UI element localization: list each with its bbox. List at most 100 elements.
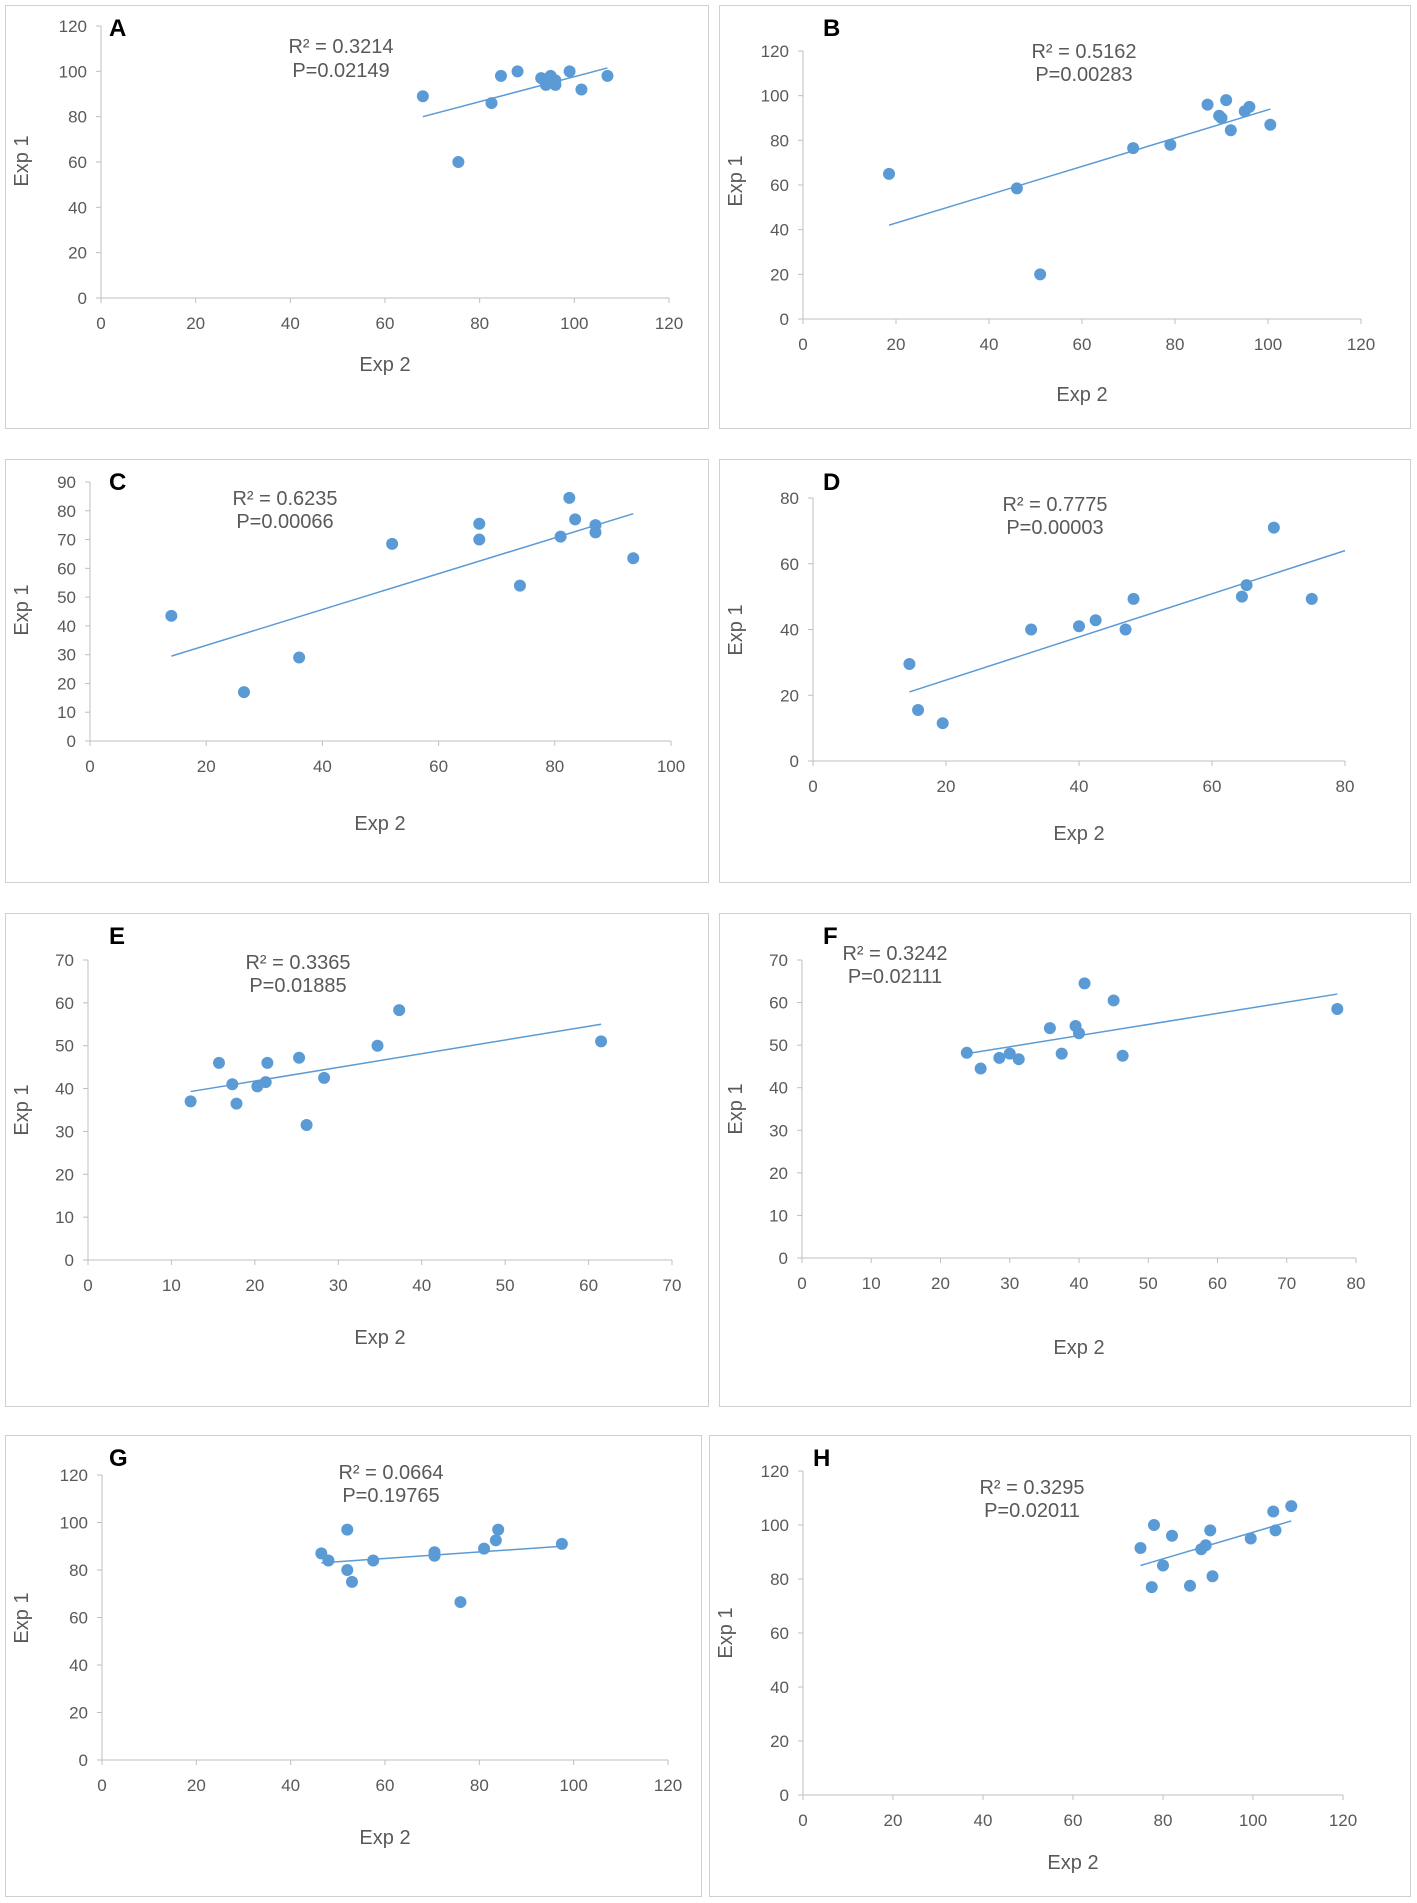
x-tick-label: 20: [197, 757, 216, 776]
data-point: [259, 1076, 272, 1089]
x-tick-label: 20: [186, 314, 205, 333]
x-tick-label: 0: [96, 314, 105, 333]
scatter-chart-a: 0 20 40 60 80 100 120 0 20 40 60 80 100 120 Exp 2 Exp 1…: [11, 15, 683, 376]
x-tick-label: 70: [663, 1276, 682, 1295]
data-point: [1078, 977, 1091, 990]
y-tick-label: 80: [57, 502, 76, 521]
x-tick-label: 100: [1254, 335, 1282, 354]
y-tick-label: 20: [55, 1165, 74, 1184]
p-value-label: P=0.02149: [292, 60, 389, 82]
y-tick-label: 40: [55, 1080, 74, 1099]
y-tick-label: 40: [69, 1656, 88, 1675]
data-point: [554, 530, 567, 543]
y-tick-label: 120: [761, 1462, 789, 1481]
data-point: [601, 69, 614, 82]
y-tick-label: 120: [761, 42, 789, 61]
data-point: [428, 1546, 441, 1559]
y-tick-label: 30: [55, 1122, 74, 1141]
y-tick-label: 80: [780, 489, 799, 508]
data-point: [1184, 1579, 1196, 1592]
x-tick-label: 60: [1064, 1811, 1083, 1830]
x-tick-label: 80: [1166, 335, 1185, 354]
panel-label-c: C: [109, 469, 126, 496]
panel-label-e: E: [109, 923, 125, 950]
y-tick-label: 60: [69, 1609, 88, 1628]
trendline: [190, 1023, 602, 1093]
x-tick-label: 0: [798, 335, 807, 354]
y-tick-label: 60: [68, 153, 87, 172]
x-tick-label: 80: [470, 314, 489, 333]
x-tick-label: 40: [313, 757, 332, 776]
data-point: [1201, 98, 1214, 111]
x-tick-label: 20: [884, 1811, 903, 1830]
x-tick-label: 100: [657, 757, 685, 776]
y-tick-label: 0: [780, 310, 789, 329]
data-point: [1267, 1505, 1280, 1518]
data-point: [485, 97, 498, 110]
data-point: [589, 526, 602, 539]
data-point: [1116, 1049, 1129, 1062]
p-value-label: P=0.02011: [984, 1500, 1080, 1522]
y-tick-label: 20: [68, 244, 87, 263]
data-point: [539, 78, 552, 91]
x-tick-label: 0: [83, 1276, 92, 1295]
y-tick-label: 60: [769, 994, 788, 1013]
data-point: [595, 1035, 608, 1048]
x-tick-label: 20: [245, 1276, 264, 1295]
panel-f: 0 10 20 30 40 50 60 70 80 0 10 20 30 40 50 60 70 Exp 2 Exp…: [719, 913, 1411, 1407]
y-axis-title: Exp 1: [11, 1592, 33, 1643]
data-point: [1145, 1581, 1158, 1594]
data-point: [1220, 94, 1233, 107]
data-point: [452, 156, 465, 168]
x-tick-label: 120: [1329, 1811, 1357, 1830]
data-point: [555, 1537, 568, 1550]
x-tick-label: 0: [85, 757, 94, 776]
x-tick-label: 40: [412, 1276, 431, 1295]
x-axis-title: Exp 2: [1056, 384, 1107, 406]
y-tick-label: 80: [68, 108, 87, 127]
y-tick-label: 70: [769, 951, 788, 970]
x-axis-title: Exp 2: [1053, 823, 1104, 845]
data-point: [1134, 1541, 1147, 1554]
x-axis-title: Exp 2: [1053, 1337, 1104, 1359]
data-point: [993, 1051, 1006, 1064]
data-point: [936, 717, 949, 730]
scatter-chart-g: 0 20 40 60 80 100 120 0 20 40 60 80 100 120 Exp 2 Exp 1…: [11, 1445, 682, 1849]
y-tick-label: 40: [780, 621, 799, 640]
y-tick-label: 0: [79, 1751, 88, 1770]
data-point: [569, 513, 582, 526]
y-tick-label: 0: [67, 732, 76, 751]
data-point: [1224, 124, 1237, 137]
data-point: [293, 1051, 306, 1064]
data-point: [903, 658, 916, 671]
y-tick-label: 50: [57, 588, 76, 607]
data-point: [212, 1056, 225, 1069]
x-tick-label: 100: [1239, 1811, 1267, 1830]
y-tick-label: 20: [69, 1704, 88, 1723]
x-tick-label: 50: [1139, 1274, 1158, 1293]
r-squared-label: R² = 0.0664: [338, 1462, 443, 1484]
y-axis-title: Exp 1: [725, 1083, 747, 1134]
y-tick-label: 10: [57, 703, 76, 722]
data-point: [341, 1523, 354, 1536]
x-tick-label: 40: [281, 314, 300, 333]
data-point: [1157, 1559, 1169, 1572]
data-point: [473, 533, 486, 546]
data-point: [563, 65, 576, 78]
x-tick-label: 80: [1347, 1274, 1366, 1293]
y-tick-label: 60: [780, 555, 799, 574]
data-point: [1267, 521, 1280, 534]
y-tick-label: 100: [761, 1516, 789, 1535]
panel-label-b: B: [823, 15, 840, 42]
y-axis-title: Exp 1: [11, 1084, 33, 1135]
data-point: [371, 1039, 384, 1052]
panel-b: 0 20 40 60 80 100 120 0 20 40 60 80 100 120 Exp 2 Exp 1…: [719, 5, 1411, 429]
y-tick-label: 20: [770, 265, 789, 284]
x-tick-label: 70: [1277, 1274, 1296, 1293]
data-point: [454, 1596, 467, 1609]
data-point: [1043, 1022, 1056, 1035]
data-point: [1148, 1519, 1160, 1531]
x-tick-label: 10: [162, 1276, 181, 1295]
x-tick-label: 100: [559, 1776, 587, 1795]
data-point: [1206, 1570, 1219, 1583]
